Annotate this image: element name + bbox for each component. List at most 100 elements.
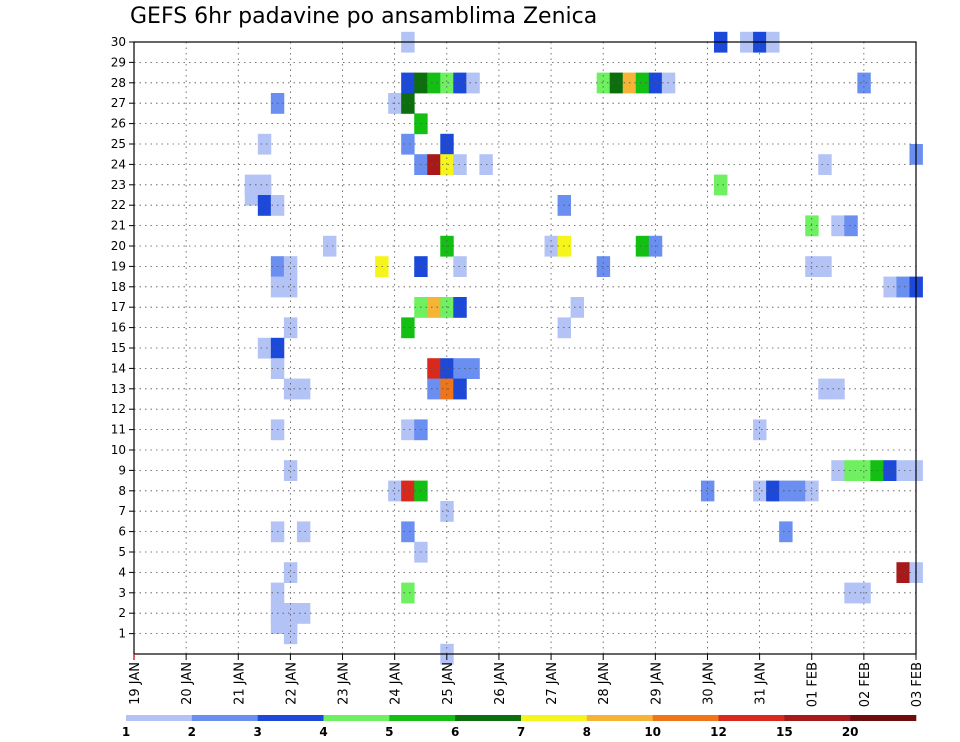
colorbar-swatch	[521, 715, 588, 721]
heatmap-cell	[296, 603, 311, 624]
y-tick-label: 24	[111, 157, 126, 171]
colorbar-label: 5	[385, 725, 393, 739]
heatmap-cell	[440, 72, 454, 94]
heatmap-cell	[700, 480, 715, 502]
y-tick-label: 10	[111, 443, 126, 457]
heatmap-cell	[401, 480, 415, 502]
heatmap-cell	[401, 317, 415, 339]
colorbar-swatch	[126, 715, 193, 721]
colorbar-label: 7	[517, 725, 525, 739]
heatmap-cell	[453, 358, 467, 379]
chart-title: GEFS 6hr padavine po ansamblima Zenica	[130, 4, 598, 29]
heatmap-cell	[466, 72, 480, 94]
heatmap-cell	[596, 72, 611, 94]
heatmap-cell	[257, 195, 272, 216]
y-tick-label: 13	[111, 382, 126, 396]
y-axis: 1234567891011121314151617181920212223242…	[111, 35, 134, 641]
y-tick-label: 3	[118, 586, 126, 600]
heatmap-cell	[818, 154, 832, 175]
grid-lines	[134, 42, 916, 654]
colorbar-swatch	[191, 715, 258, 721]
y-tick-label: 15	[111, 341, 126, 355]
heatmap-cell	[427, 297, 441, 318]
y-tick-label: 4	[118, 565, 126, 579]
heatmap-cell	[401, 582, 415, 604]
colorbar-swatch	[718, 715, 785, 721]
heatmap-cell	[453, 256, 467, 277]
colorbar-swatch	[257, 715, 324, 721]
y-tick-label: 23	[111, 178, 126, 192]
x-tick-label: 25 JAN	[441, 662, 456, 705]
heatmap-cell	[818, 256, 832, 277]
x-tick-label: 29 JAN	[649, 662, 664, 705]
y-tick-label: 30	[111, 35, 126, 49]
heatmap-cell	[453, 378, 467, 400]
colorbar-label: 6	[451, 725, 459, 739]
x-tick-label: 21 JAN	[232, 662, 247, 705]
y-tick-label: 11	[111, 423, 126, 437]
heatmap-cell	[440, 501, 454, 522]
heatmap-cell	[635, 72, 650, 94]
heatmap-cell	[453, 72, 467, 94]
heatmap-cell	[818, 378, 832, 400]
y-tick-label: 21	[111, 219, 126, 233]
x-tick-label: 02 FEB	[858, 662, 873, 707]
x-tick-label: 26 JAN	[493, 662, 508, 705]
heatmap-cell	[857, 72, 871, 94]
x-tick-label: 27 JAN	[545, 662, 560, 705]
heatmap-cell	[427, 358, 441, 379]
heatmap-cell	[296, 378, 311, 400]
x-tick-label: 19 JAN	[128, 662, 143, 705]
heatmap-cell	[401, 419, 415, 441]
heatmap-cell	[270, 613, 285, 634]
colorbar-label: 12	[710, 725, 727, 739]
heatmap-cell	[401, 72, 415, 94]
heatmap-cell	[896, 460, 910, 481]
colorbar-label: 10	[644, 725, 661, 739]
heatmap-cell	[388, 480, 402, 502]
heatmap-cell	[440, 358, 454, 379]
heatmap-cell	[844, 582, 858, 604]
colorbar-label: 20	[842, 725, 859, 739]
y-tick-label: 8	[118, 484, 126, 498]
heatmap-cell	[779, 480, 793, 502]
colorbar-swatch	[850, 715, 917, 721]
heatmap-cell	[635, 235, 650, 257]
y-tick-label: 18	[111, 280, 126, 294]
y-tick-label: 5	[118, 545, 126, 559]
heatmap-cells	[244, 31, 923, 665]
heatmap-cell	[283, 562, 298, 583]
heatmap-cell	[844, 460, 858, 481]
heatmap-cell	[427, 72, 441, 94]
x-tick-label: 30 JAN	[701, 662, 716, 705]
heatmap-cell	[883, 276, 897, 298]
heatmap-cell	[427, 378, 441, 400]
y-tick-label: 28	[111, 76, 126, 90]
x-tick-label: 24 JAN	[389, 662, 404, 705]
heatmap-cell	[844, 215, 858, 237]
colorbar-label: 8	[583, 725, 591, 739]
heatmap-cell	[896, 562, 910, 583]
colorbar-swatch	[323, 715, 390, 721]
heatmap-cell	[296, 521, 311, 543]
heatmap-cell	[648, 72, 663, 94]
heatmap-cell	[283, 623, 298, 645]
x-tick-label: 22 JAN	[284, 662, 299, 705]
heatmap-cell	[440, 133, 454, 155]
heatmap-cell	[440, 154, 454, 175]
heatmap-cell	[753, 480, 767, 502]
heatmap-cell	[401, 521, 415, 543]
heatmap-cell	[570, 297, 585, 318]
heatmap-cell	[753, 419, 767, 441]
x-tick-label: 31 JAN	[754, 662, 769, 705]
heatmap-cell	[857, 460, 871, 481]
heatmap-cell	[427, 154, 441, 175]
heatmap-cell	[609, 72, 624, 94]
colorbar-swatch	[389, 715, 456, 721]
heatmap-cell	[896, 276, 910, 298]
x-tick-label: 03 FEB	[910, 662, 925, 707]
y-tick-label: 1	[118, 627, 126, 641]
y-tick-label: 9	[118, 463, 126, 477]
y-tick-label: 26	[111, 117, 126, 131]
